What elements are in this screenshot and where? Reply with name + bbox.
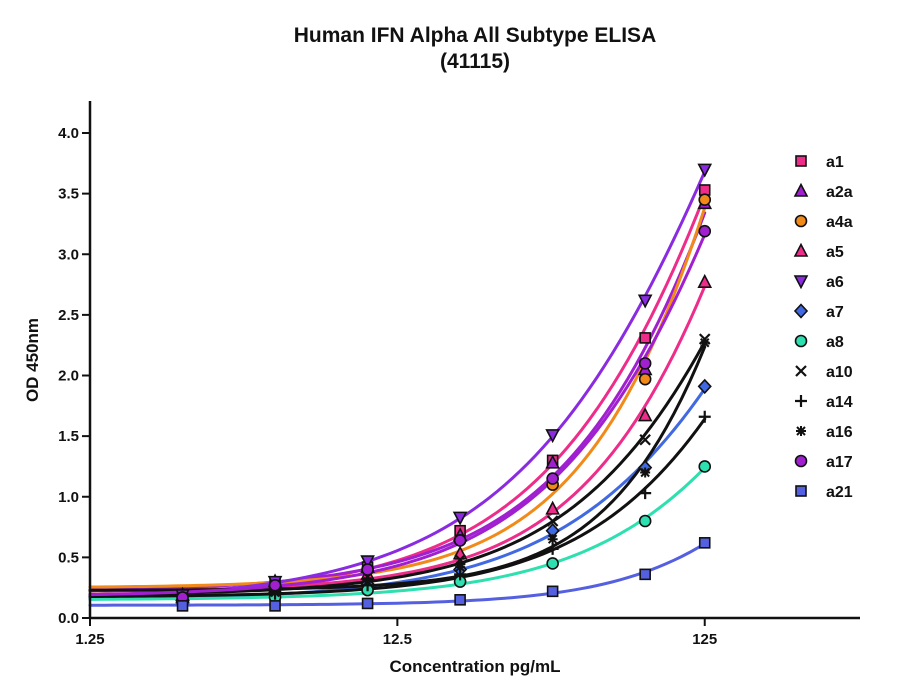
data-point-a6 <box>545 429 560 444</box>
legend-label-a14: a14 <box>826 394 853 411</box>
data-point-a16 <box>699 337 710 348</box>
y-tick-label: 0.5 <box>58 549 79 566</box>
data-point-a8 <box>698 460 712 473</box>
data-point-a14 <box>639 487 652 500</box>
data-point-a14 <box>698 410 711 423</box>
series-line-a10 <box>88 340 707 596</box>
data-point-a5 <box>697 273 713 288</box>
data-point-a16 <box>270 587 281 598</box>
data-point-a17 <box>361 563 374 576</box>
x-tick-label: 12.5 <box>383 631 412 648</box>
y-tick-label: 0.0 <box>58 610 79 627</box>
data-point-a16 <box>362 576 373 587</box>
data-point-a5 <box>637 407 653 422</box>
legend-label-a16: a16 <box>826 424 853 441</box>
y-axis-label: OD 450nm <box>23 318 42 402</box>
x-axis-label: Concentration pg/mL <box>390 657 561 676</box>
series-line-a1 <box>88 193 707 597</box>
y-tick-label: 4.0 <box>58 125 79 142</box>
series-line-a2a <box>88 211 707 592</box>
data-point-a4a <box>638 372 652 386</box>
data-point-a7 <box>697 378 712 395</box>
legend-label-a21: a21 <box>826 484 853 501</box>
data-point-a16 <box>455 562 466 573</box>
legend-marker-a2a <box>793 182 809 197</box>
y-tick-label: 1.0 <box>58 489 79 506</box>
y-tick-label: 2.0 <box>58 368 79 385</box>
data-point-a6 <box>452 511 468 526</box>
legend-marker-a4a <box>794 214 808 228</box>
legend-label-a6: a6 <box>826 274 844 291</box>
legend-label-a7: a7 <box>826 304 844 321</box>
data-point-a16 <box>640 467 651 478</box>
legend-label-a5: a5 <box>826 244 844 261</box>
data-point-a17 <box>453 534 467 547</box>
data-point-a21 <box>546 585 559 598</box>
data-point-a10 <box>546 515 559 527</box>
plot-area <box>88 163 713 612</box>
data-point-a21 <box>639 568 651 581</box>
legend-marker-a10 <box>795 365 807 377</box>
data-point-a17 <box>698 224 712 238</box>
legend-marker-a17 <box>794 454 808 468</box>
legend-label-a8: a8 <box>826 334 844 351</box>
data-point-a8 <box>638 514 652 528</box>
y-tick-label: 2.5 <box>58 307 79 324</box>
series-line-a14 <box>88 417 707 598</box>
data-point-a4a <box>698 193 712 206</box>
legend-label-a1: a1 <box>826 154 844 171</box>
legend-label-a4a: a4a <box>826 214 853 231</box>
legend-marker-a5 <box>793 242 809 257</box>
series-line-a8 <box>88 466 707 601</box>
data-point-a17 <box>546 472 559 485</box>
data-point-a21 <box>454 594 466 606</box>
legend-marker-a21 <box>795 485 807 497</box>
data-point-a21 <box>176 600 189 612</box>
series-line-a16 <box>88 345 707 592</box>
series-line-a5 <box>88 284 707 593</box>
y-tick-label: 1.5 <box>58 428 79 445</box>
data-point-a10 <box>639 433 651 446</box>
data-point-a21 <box>361 597 374 610</box>
y-tick-label: 3.0 <box>58 246 79 263</box>
legend-marker-a6 <box>793 275 809 290</box>
x-tick-label: 1.25 <box>75 631 104 648</box>
legend-marker-a1 <box>795 155 807 167</box>
data-point-a6 <box>637 294 653 309</box>
y-tick-label: 3.5 <box>58 186 79 203</box>
legend-marker-a14 <box>795 395 807 407</box>
legend-marker-a8 <box>794 334 808 348</box>
legend-marker-a16 <box>796 426 806 436</box>
legend-marker-a7 <box>793 303 809 319</box>
data-point-a6 <box>697 163 713 178</box>
chart-title: Human IFN Alpha All Subtype ELISA <box>294 24 656 47</box>
series-line-a4a <box>88 206 707 589</box>
legend: a1 a2a a4a a5 a6 a7 a8 a10 a14 a16 a17 a21 <box>793 154 853 501</box>
data-point-a21 <box>269 600 281 612</box>
data-point-a17 <box>638 357 652 370</box>
data-point-a21 <box>698 537 711 549</box>
data-point-a6 <box>360 555 375 570</box>
legend-label-a2a: a2a <box>826 184 853 201</box>
data-point-a2a <box>545 454 560 469</box>
series-line-a17 <box>88 233 707 597</box>
data-point-a17 <box>268 578 282 592</box>
data-point-a1 <box>639 332 651 344</box>
data-point-a16 <box>547 534 558 545</box>
data-point-a8 <box>546 557 559 570</box>
legend-label-a17: a17 <box>826 454 853 471</box>
data-point-a14 <box>546 542 559 555</box>
chart-subtitle: (41115) <box>440 50 510 73</box>
data-point-a5 <box>545 500 560 515</box>
series-line-a21 <box>88 542 707 607</box>
legend-label-a10: a10 <box>826 364 853 381</box>
x-tick-label: 125 <box>692 631 717 648</box>
